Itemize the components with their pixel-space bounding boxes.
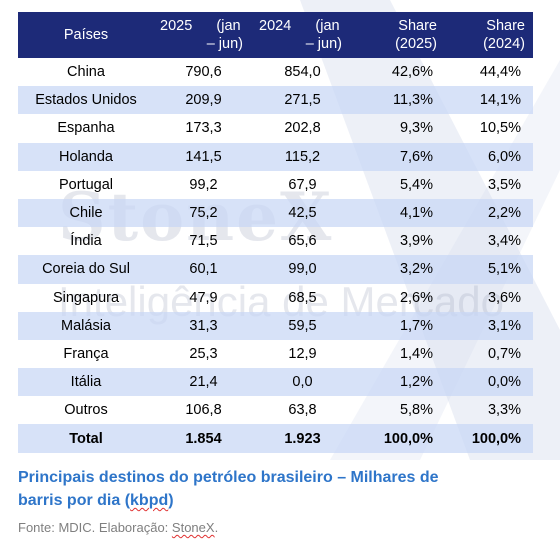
cell-value-2025: 75,2 [154,198,253,228]
cell-country: Singapura [52,289,120,306]
table-row: Portugal 99,2 67,9 5,4% 3,5% [18,171,533,199]
cell-value-2024: 59,5 [253,311,352,340]
cell-value-2024: 0,0 [253,368,352,397]
table-row: Outros 106,8 63,8 5,8% 3,3% [18,396,533,424]
total-share-2024: 100,0% [445,424,533,453]
total-value-2025: 1.854 [154,424,253,453]
table-caption: Principais destinos do petróleo brasilei… [18,466,538,512]
cell-value-2025: 71,5 [189,233,218,250]
total-value-2024: 1.923 [253,424,352,453]
table-row: Singapura 47,9 68,5 2,6% 3,6% [18,284,533,312]
cell-country: Holanda [18,142,154,171]
cell-value-2025: 21,4 [154,368,253,397]
table-row: Espanha 173,3 202,8 9,3% 10,5% [18,114,533,142]
cell-country: Malásia [18,311,154,340]
table-total-row: Total 1.854 1.923 100,0% 100,0% [18,424,533,453]
caption-unit: kbpd [130,492,169,509]
cell-share-2024: 3,5% [487,176,521,193]
cell-share-2025: 11,3% [352,86,445,115]
cell-share-2025: 1,4% [399,345,433,362]
table-row: Chile 75,2 42,5 4,1% 2,2% [18,198,533,228]
cell-share-2025: 5,4% [399,176,433,193]
cell-value-2024: 12,9 [288,345,317,362]
table-row: Índia 71,5 65,6 3,9% 3,4% [18,227,533,255]
cell-share-2025: 7,6% [352,142,445,171]
table-row: China 790,6 854,0 42,6% 44,4% [18,58,533,86]
cell-share-2024: 3,1% [445,311,533,340]
cell-share-2024: 0,0% [445,368,533,397]
cell-value-2025: 209,9 [154,86,253,115]
cell-share-2024: 3,4% [487,233,521,250]
cell-value-2025: 31,3 [154,311,253,340]
cell-country: Outros [64,402,108,419]
header-share-2025: Share (2025) [352,12,445,58]
cell-value-2024: 115,2 [253,142,352,171]
cell-share-2025: 3,9% [399,233,433,250]
cell-value-2024: 42,5 [253,198,352,228]
cell-share-2024: 3,3% [487,402,521,419]
cell-value-2025: 47,9 [189,289,218,306]
cell-share-2024: 2,2% [445,198,533,228]
cell-share-2025: 9,3% [399,120,433,137]
cell-share-2025: 3,2% [352,255,445,284]
header-share-2024: Share (2024) [445,12,533,58]
cell-share-2025: 2,6% [399,289,433,306]
cell-value-2025: 99,2 [189,176,218,193]
table-row: Holanda 141,5 115,2 7,6% 6,0% [18,142,533,171]
caption-line-2: barris por dia (kbpd) [18,492,174,509]
table-row: Malásia 31,3 59,5 1,7% 3,1% [18,311,533,340]
header-paises: Países [18,12,154,58]
cell-value-2025: 106,8 [185,402,222,419]
cell-value-2024: 202,8 [284,120,321,137]
table-row: Estados Unidos 209,9 271,5 11,3% 14,1% [18,86,533,115]
cell-share-2025: 1,7% [352,311,445,340]
cell-share-2025: 1,2% [352,368,445,397]
total-country: Total [18,424,154,453]
cell-value-2024: 63,8 [288,402,317,419]
table-row: França 25,3 12,9 1,4% 0,7% [18,340,533,368]
total-share-2025: 100,0% [352,424,445,453]
source-brand: StoneX [171,520,215,535]
source-note: Fonte: MDIC. Elaboração: StoneX. [18,520,219,535]
cell-value-2024: 65,6 [288,233,317,250]
cell-country: Portugal [58,176,113,193]
cell-value-2024: 99,0 [253,255,352,284]
cell-share-2024: 44,4% [479,64,521,81]
cell-share-2024: 3,6% [487,289,521,306]
table-header-row: Países 2025 (jan – jun) 2024 (jan – jun)… [18,12,533,58]
cell-country: Itália [18,368,154,397]
cell-share-2024: 6,0% [445,142,533,171]
cell-value-2025: 141,5 [154,142,253,171]
cell-country: Chile [18,198,154,228]
cell-value-2025: 173,3 [185,120,222,137]
cell-value-2024: 67,9 [288,176,317,193]
cell-share-2024: 14,1% [445,86,533,115]
cell-share-2025: 42,6% [391,64,433,81]
cell-country: Índia [70,233,102,250]
cell-share-2024: 0,7% [487,345,521,362]
table-row: Itália 21,4 0,0 1,2% 0,0% [18,368,533,397]
cell-share-2025: 4,1% [352,198,445,228]
cell-country: Espanha [57,120,115,137]
cell-value-2024: 68,5 [288,289,317,306]
cell-country: Estados Unidos [18,86,154,115]
cell-value-2025: 25,3 [189,345,218,362]
cell-share-2024: 10,5% [479,120,521,137]
cell-share-2025: 5,8% [399,402,433,419]
header-2025: 2025 (jan – jun) [154,12,253,58]
cell-country: França [63,345,109,362]
destinations-table: Países 2025 (jan – jun) 2024 (jan – jun)… [18,12,533,453]
cell-value-2024: 271,5 [253,86,352,115]
table-row: Coreia do Sul 60,1 99,0 3,2% 5,1% [18,255,533,284]
caption-line-1: Principais destinos do petróleo brasilei… [18,469,439,486]
cell-value-2025: 790,6 [185,64,222,81]
cell-country: China [67,64,105,81]
cell-value-2025: 60,1 [154,255,253,284]
header-2024: 2024 (jan – jun) [253,12,352,58]
cell-country: Coreia do Sul [18,255,154,284]
cell-share-2024: 5,1% [445,255,533,284]
cell-value-2024: 854,0 [284,64,321,81]
